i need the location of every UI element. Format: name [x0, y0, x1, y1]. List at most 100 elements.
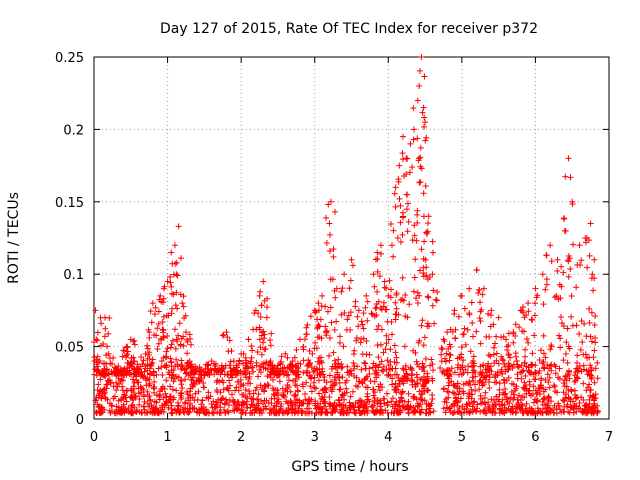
baseline-point: [523, 400, 530, 407]
scatter-point: [387, 286, 394, 293]
baseline-point: [510, 391, 517, 398]
scatter-point: [410, 136, 417, 143]
baseline-point: [217, 389, 224, 396]
scatter-point: [278, 353, 285, 360]
scatter-point: [182, 370, 189, 377]
baseline-point: [469, 374, 476, 381]
scatter-point: [390, 227, 397, 234]
scatter-point: [226, 362, 233, 369]
y-tick-label: 0.15: [55, 196, 84, 211]
baseline-point: [321, 377, 328, 384]
baseline-point: [413, 396, 420, 403]
scatter-point: [380, 349, 387, 356]
scatter-point: [159, 299, 166, 306]
scatter-point: [360, 325, 367, 332]
baseline-point: [536, 408, 543, 415]
scatter-point: [364, 317, 371, 324]
scatter-point: [154, 325, 161, 332]
scatter-point: [341, 309, 348, 316]
baseline-point: [107, 380, 114, 387]
scatter-point: [432, 296, 439, 303]
scatter-point: [257, 314, 264, 321]
scatter-point: [307, 313, 314, 320]
scatter-point: [247, 358, 254, 365]
scatter-point: [485, 310, 492, 317]
baseline-point: [254, 395, 261, 402]
baseline-point: [404, 371, 411, 378]
scatter-point: [417, 144, 424, 151]
baseline-point: [584, 409, 591, 416]
scatter-point: [94, 337, 101, 344]
chart-title: Day 127 of 2015, Rate Of TEC Index for r…: [160, 21, 538, 37]
peak-point: [179, 300, 186, 307]
scatter-point: [487, 353, 494, 360]
scatter-point: [168, 358, 175, 365]
scatter-point: [160, 334, 167, 341]
baseline-point: [175, 374, 182, 381]
baseline-point: [361, 376, 368, 383]
baseline-point: [238, 406, 245, 413]
baseline-point: [286, 377, 293, 384]
peak-point: [223, 329, 230, 336]
peak-point: [392, 184, 399, 191]
baseline-point: [310, 379, 317, 386]
scatter-point: [543, 281, 550, 288]
baseline-point: [136, 395, 143, 402]
baseline-point: [377, 403, 384, 410]
scatter-point: [527, 370, 534, 377]
baseline-point: [336, 386, 343, 393]
scatter-point: [178, 335, 185, 342]
scatter-point: [349, 262, 356, 269]
baseline-point: [144, 400, 151, 407]
scatter-point: [548, 258, 555, 265]
baseline-point: [187, 394, 194, 401]
baseline-point: [514, 375, 521, 382]
scatter-point: [542, 286, 549, 293]
baseline-point: [299, 400, 306, 407]
baseline-point: [508, 380, 515, 387]
baseline-point: [252, 387, 259, 394]
peak-point: [525, 300, 532, 307]
baseline-point: [274, 398, 281, 405]
scatter-point: [142, 365, 149, 372]
scatter-point: [556, 281, 563, 288]
baseline-point: [331, 376, 338, 383]
scatter-point: [312, 308, 319, 315]
baseline-point: [485, 379, 492, 386]
scatter-point: [504, 347, 511, 354]
baseline-point: [365, 396, 372, 403]
scatter-point: [318, 354, 325, 361]
baseline-point: [331, 403, 338, 410]
scatter-point: [263, 359, 270, 366]
baseline-point: [118, 397, 125, 404]
scatter-point: [312, 339, 319, 346]
peak-point: [171, 242, 178, 249]
baseline-point: [588, 404, 595, 411]
baseline-point: [336, 379, 343, 386]
scatter-point: [437, 364, 444, 371]
baseline-point: [141, 406, 148, 413]
scatter-point: [558, 263, 565, 270]
scatter-point: [333, 318, 340, 325]
scatter-point: [401, 343, 408, 350]
scatter-point: [519, 328, 526, 335]
baseline-point: [123, 398, 130, 405]
baseline-point: [308, 364, 315, 371]
peak-point: [102, 314, 109, 321]
scatter-point: [531, 312, 538, 319]
baseline-point: [339, 391, 346, 398]
scatter-point: [571, 372, 578, 379]
baseline-point: [260, 400, 267, 407]
scatter-point: [411, 222, 418, 229]
baseline-point: [181, 400, 188, 407]
baseline-point: [580, 362, 587, 369]
baseline-point: [405, 375, 412, 382]
x-tick-label: 7: [605, 430, 613, 445]
scatter-point: [353, 337, 360, 344]
baseline-point: [547, 362, 554, 369]
baseline-point: [564, 359, 571, 366]
scatter-point: [422, 355, 429, 362]
baseline-point: [501, 379, 508, 386]
scatter-point: [149, 356, 156, 363]
scatter-point: [351, 363, 358, 370]
